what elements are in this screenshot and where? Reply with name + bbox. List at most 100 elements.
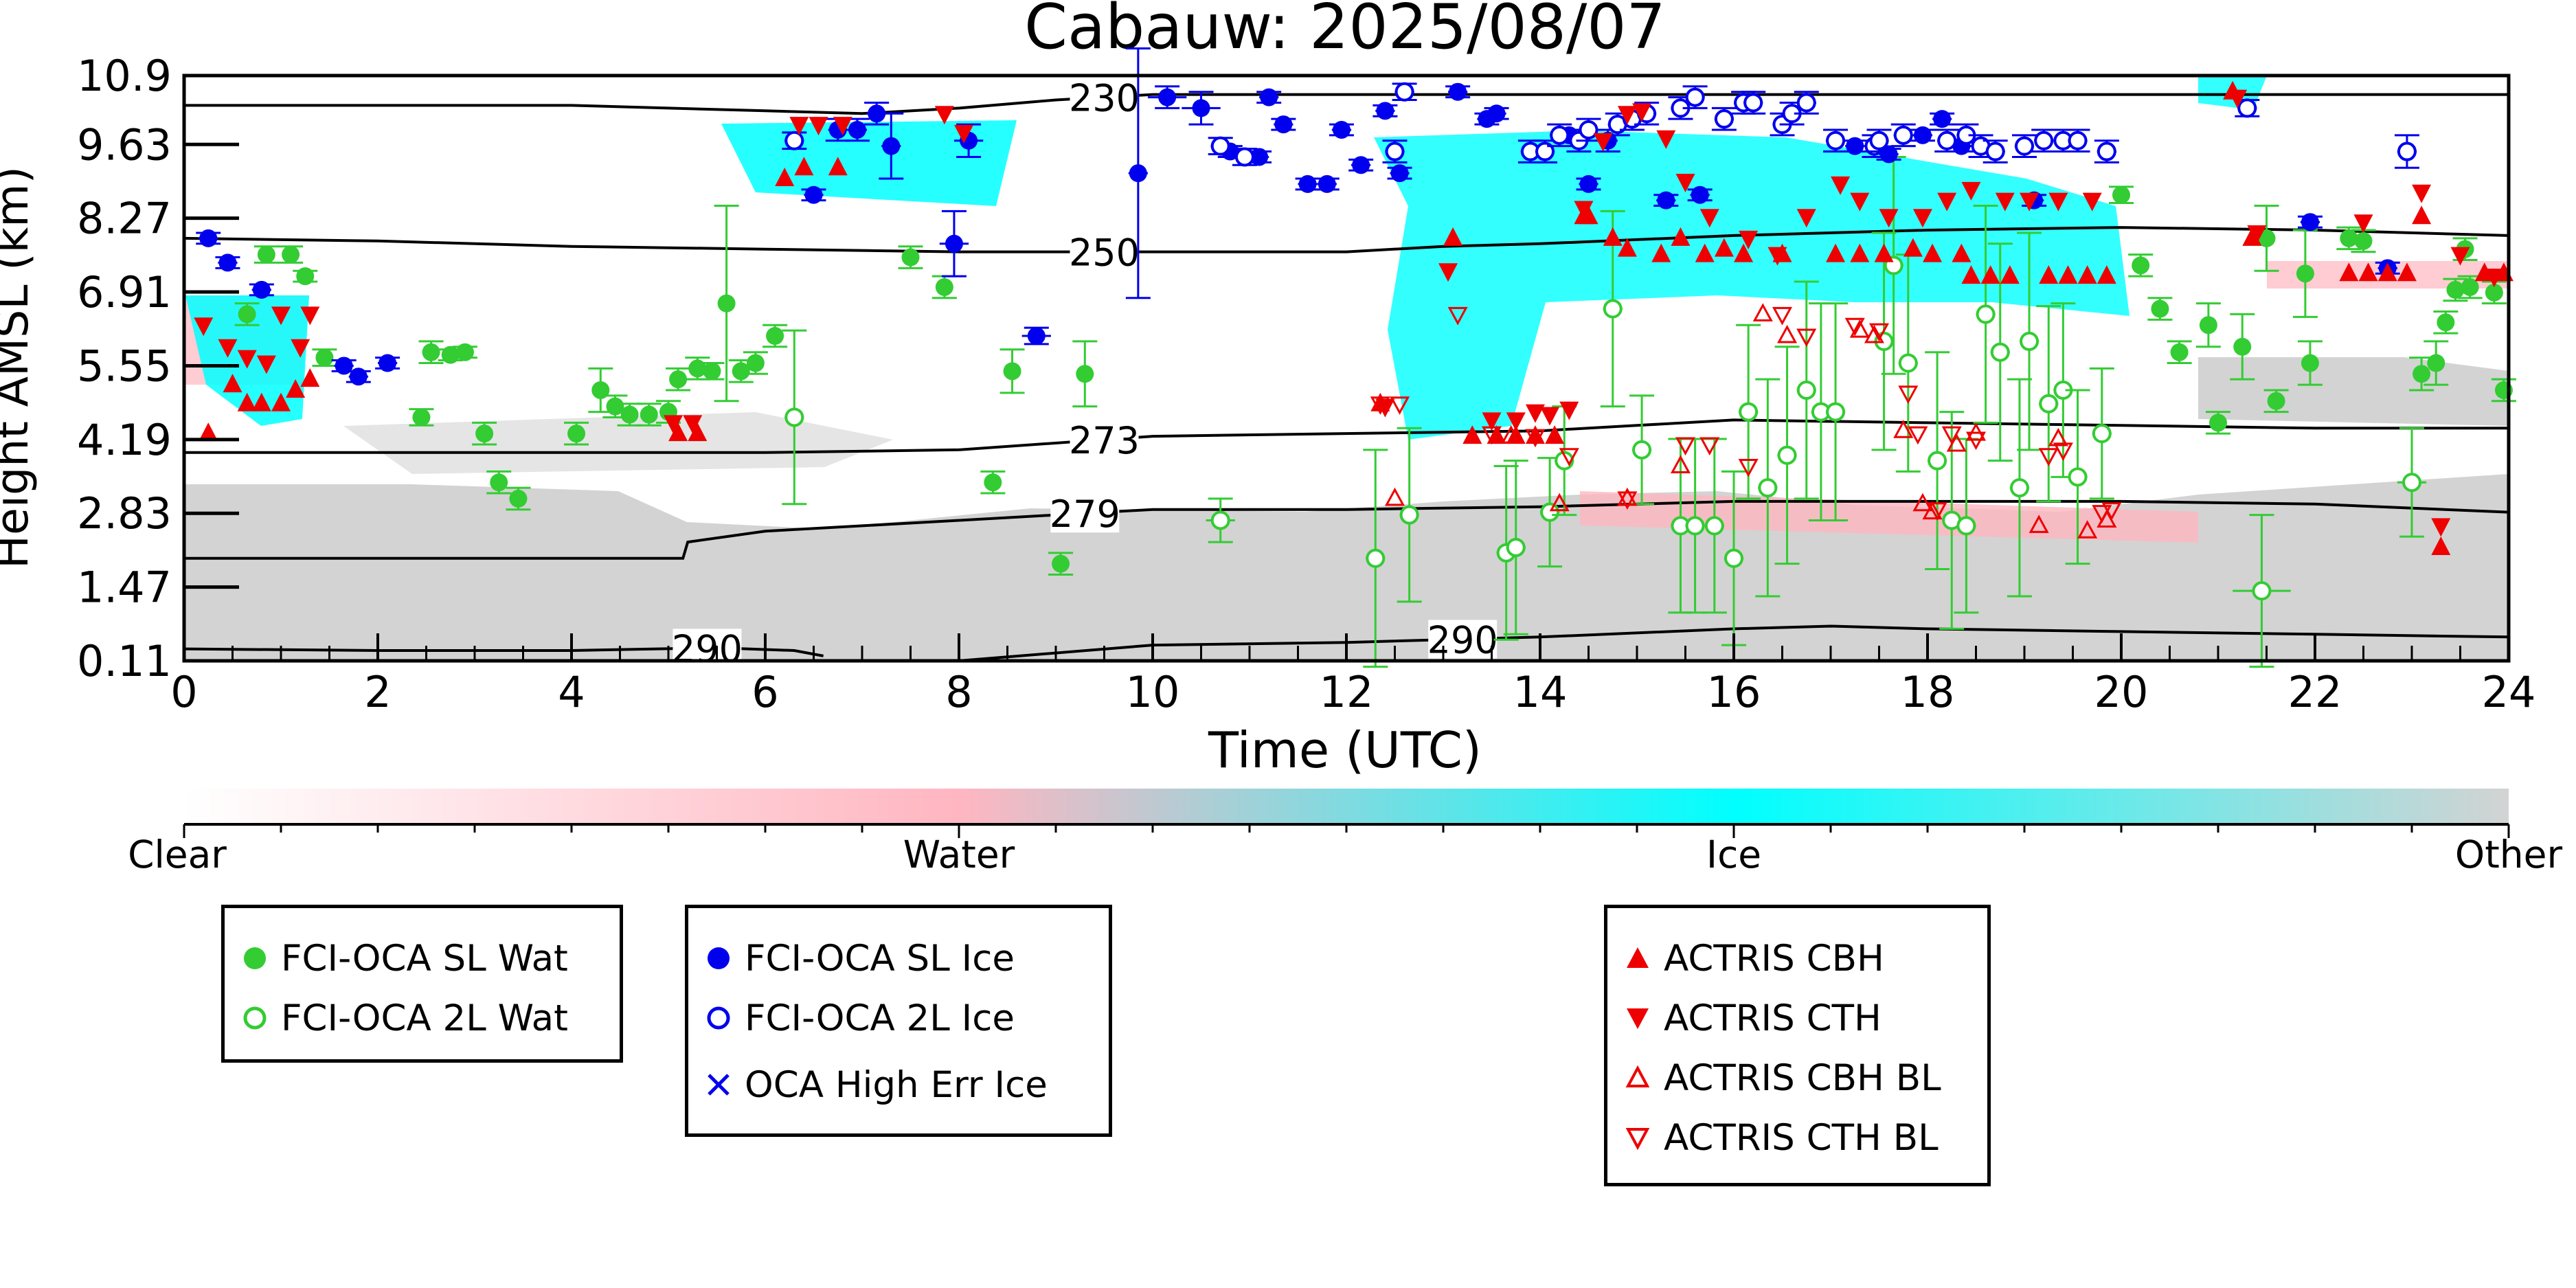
colorbar-label-water: Water [903, 833, 1015, 877]
data-point [252, 280, 271, 299]
data-point [1898, 385, 1919, 405]
legend-label: FCI-OCA 2L Wat [281, 997, 568, 1039]
data-point [2354, 231, 2373, 250]
data-point [2039, 265, 2059, 284]
data-point [784, 131, 804, 150]
data-point [1559, 448, 1579, 466]
other-class-upper-right [2198, 357, 2509, 426]
colorbar-label-clear: Clear [128, 833, 227, 877]
legend-actris: ACTRIS CBH ACTRIS CTH ACTRIS CBH BL ACTR… [1604, 905, 1991, 1186]
data-point [1376, 102, 1394, 120]
data-point [2009, 478, 2029, 498]
contour-label: 290 [672, 627, 743, 670]
legend-item-oca-high-err-ice: OCA High Err Ice [702, 1061, 1048, 1109]
open-triangle-down-icon [1625, 1128, 1650, 1151]
data-point [1699, 209, 1719, 228]
y-axis: 0.11 1.47 2.83 4.19 5.55 6.91 8.27 9.63 10.9 [77, 51, 239, 686]
colorbar-label-other: Other [2455, 833, 2563, 877]
data-point [664, 415, 683, 434]
data-point [1525, 404, 1545, 423]
data-point [2151, 300, 2169, 318]
data-point [2097, 265, 2116, 284]
data-point [2413, 365, 2431, 383]
data-point [2034, 131, 2054, 150]
data-point [2412, 205, 2432, 225]
contour-label: 290 [1427, 618, 1498, 662]
data-point [1985, 142, 2005, 161]
data-point [1384, 487, 1405, 506]
data-point [1210, 136, 1230, 156]
data-point [1685, 516, 1705, 536]
data-point [1603, 227, 1623, 246]
data-point [2112, 185, 2130, 204]
data-point [455, 343, 474, 361]
data-point [1796, 380, 1816, 400]
data-point [1868, 323, 1890, 342]
data-point [2301, 213, 2319, 231]
data-point [1399, 505, 1419, 525]
data-point [1332, 120, 1351, 139]
x-axis: 0 2 4 6 8 10 12 14 16 18 20 22 24 [170, 633, 2535, 717]
legend-item-fci-oca-sl-ice: FCI-OCA SL Ice [702, 934, 1015, 982]
data-point [1928, 451, 1947, 471]
data-point [509, 489, 528, 508]
data-point [2092, 424, 2112, 444]
data-point [1952, 243, 1971, 262]
data-point [2199, 316, 2217, 335]
data-point [1525, 425, 1545, 444]
data-point [1651, 243, 1671, 262]
data-point [199, 229, 218, 247]
data-point [1772, 306, 1793, 326]
data-point [271, 306, 291, 326]
data-point [1879, 209, 1899, 228]
data-point [2082, 192, 2102, 212]
data-point [1796, 328, 1817, 348]
data-point [1879, 145, 1898, 163]
data-point [688, 422, 708, 442]
legend-label: FCI-OCA SL Wat [281, 937, 568, 980]
y-tick-label: 6.91 [77, 267, 172, 317]
series-fci-oca-2l-ice [782, 82, 2419, 169]
data-point [257, 245, 275, 264]
data-point [238, 305, 256, 324]
data-point [1695, 243, 1715, 262]
contour-label-bg [1070, 232, 1139, 271]
data-point [1965, 431, 1987, 451]
data-point [2427, 354, 2445, 372]
data-point [2068, 467, 2088, 487]
data-point [1027, 327, 1046, 346]
data-point [784, 407, 804, 427]
data-point [1447, 306, 1468, 326]
data-point [1234, 147, 1254, 167]
cloud-classification-background [184, 76, 2509, 661]
y-axis-label: Height AMSL (km) [0, 166, 38, 569]
data-point [1850, 192, 1870, 212]
classification-colorbar [184, 789, 2509, 824]
open-triangle-up-icon [1625, 1065, 1650, 1087]
data-point [1724, 548, 1743, 568]
ice-class-main [1374, 131, 2129, 440]
data-point [804, 185, 823, 204]
series-actris-cbh [199, 80, 2513, 555]
data-point [1250, 148, 1269, 166]
data-point [1704, 516, 1724, 536]
x-tick-label: 4 [558, 667, 585, 717]
data-point [194, 317, 214, 337]
data-point [669, 370, 688, 389]
data-point [1390, 164, 1409, 183]
data-point [1385, 142, 1405, 161]
data-point [2020, 192, 2040, 212]
data-point [1657, 191, 1675, 210]
data-point [1941, 426, 1962, 445]
data-point [2461, 278, 2479, 296]
data-point [2020, 331, 2040, 351]
data-point [703, 362, 721, 381]
data-point [2233, 337, 2252, 356]
x-axis-label: Time (UTC) [1208, 721, 1482, 779]
data-point [1826, 131, 1846, 150]
data-point [1617, 238, 1637, 257]
data-point [1976, 304, 1996, 324]
x-tick-label: 0 [170, 667, 197, 717]
data-point [1370, 396, 1390, 415]
data-point [291, 339, 310, 358]
